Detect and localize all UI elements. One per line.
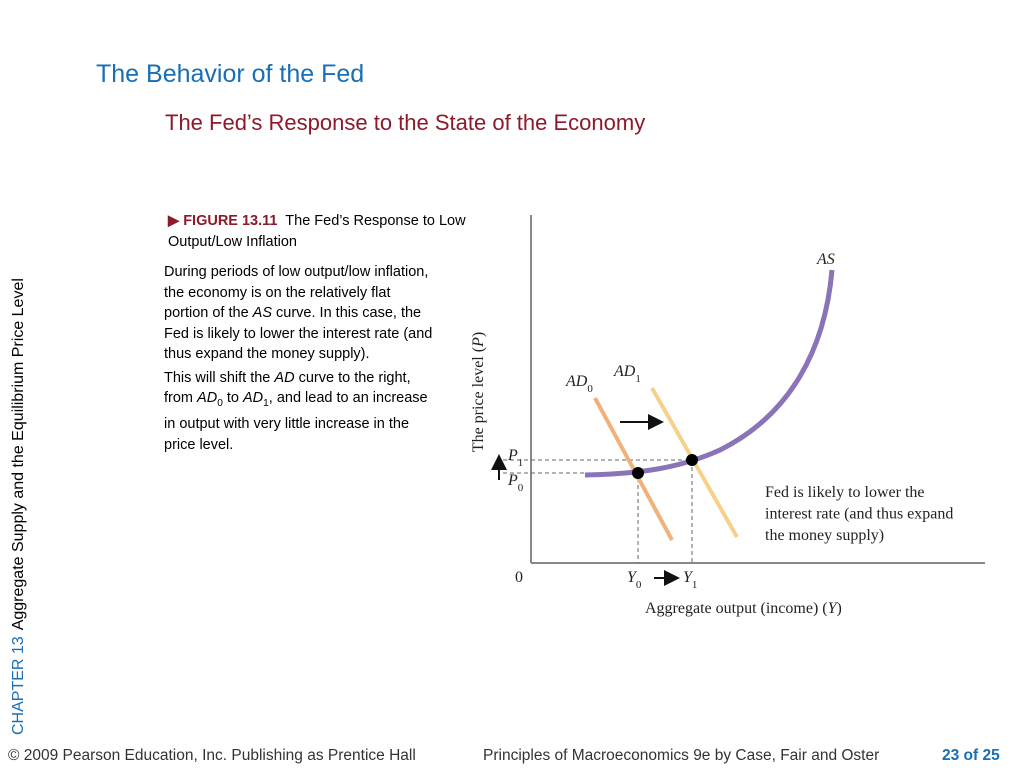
figure-caption: ▶ FIGURE 13.11 The Fed’s Response to Low… xyxy=(168,211,478,253)
body-text: During periods of low output/low inflati… xyxy=(164,262,436,458)
p1-label: P1 xyxy=(507,447,523,469)
note: Fed is likely to lower the interest rate … xyxy=(765,484,953,544)
text-run: AD xyxy=(197,390,218,406)
text-run: AD xyxy=(565,373,588,390)
p0-label: P0 xyxy=(507,472,524,494)
text-run: P xyxy=(507,472,518,489)
text-run: AD xyxy=(613,363,636,380)
text-run: 0 xyxy=(217,397,223,409)
text-run: 0 xyxy=(518,482,524,494)
text-run: curve to the right, from xyxy=(164,369,411,407)
text-run: , and lead to an increase in output with… xyxy=(164,390,428,453)
caption: The Fed’s Response to Low Output/Low Inf… xyxy=(168,213,466,250)
y1-label: Y1 xyxy=(683,569,697,591)
text-run: AD xyxy=(242,390,264,406)
paragraph: During periods of low output/low inflati… xyxy=(164,262,436,365)
text-run: 0 xyxy=(587,383,593,395)
text-run: Y xyxy=(828,600,839,617)
ad0-label: AD0 xyxy=(565,373,593,395)
ad1-label: AD1 xyxy=(613,363,641,385)
text-run: P xyxy=(507,447,518,464)
text-run: ) xyxy=(470,332,487,337)
as-label: AS xyxy=(816,251,835,268)
text-run: P xyxy=(470,337,487,348)
figure-label: ▶ FIGURE 13.11 xyxy=(168,213,278,229)
text-run: During periods of low output/low inflati… xyxy=(164,264,429,321)
note-line: the money supply) xyxy=(765,527,884,544)
point-e0 xyxy=(632,467,644,479)
text-run: 1 xyxy=(518,457,524,469)
note-line: Fed is likely to lower the xyxy=(765,484,925,501)
text-run: Y xyxy=(683,569,694,586)
text-run: 1 xyxy=(692,579,698,591)
ad0-curve xyxy=(593,397,674,541)
text-run: AS xyxy=(816,251,835,268)
text-run: to xyxy=(222,390,243,406)
text-run: AD xyxy=(274,369,295,386)
origin-label: 0 xyxy=(515,569,523,586)
copyright: © 2009 Pearson Education, Inc. Publishin… xyxy=(8,747,416,764)
text-run: The price level ( xyxy=(470,347,487,452)
page-number: 23 of 25 xyxy=(942,747,1000,764)
title: The Behavior of the Fed xyxy=(96,60,365,88)
text-run: curve. In this case, the Fed is likely t… xyxy=(164,305,433,362)
text-run: This will shift the xyxy=(164,369,275,386)
book: Principles of Macroeconomics 9e by Case,… xyxy=(483,747,880,764)
subtitle: The Fed’s Response to the State of the E… xyxy=(165,110,646,135)
paragraph: This will shift the AD curve to the righ… xyxy=(164,368,436,456)
text-run: Y xyxy=(627,569,638,586)
y0-label: Y0 xyxy=(627,569,642,591)
text-run: ) xyxy=(837,600,842,617)
text-run: 1 xyxy=(635,373,641,385)
x-axis-label: Aggregate output (income) (Y) xyxy=(645,600,842,617)
text-run: 1 xyxy=(263,397,269,409)
text-run: Aggregate output (income) ( xyxy=(645,600,828,617)
text-run: AS xyxy=(252,305,273,321)
text-run: 0 xyxy=(636,579,642,591)
note-line: interest rate (and thus expand xyxy=(765,506,953,523)
y-axis-label: The price level (P) xyxy=(470,332,487,452)
figure-number: FIGURE 13.11 xyxy=(183,213,278,229)
point-e1 xyxy=(686,454,698,466)
